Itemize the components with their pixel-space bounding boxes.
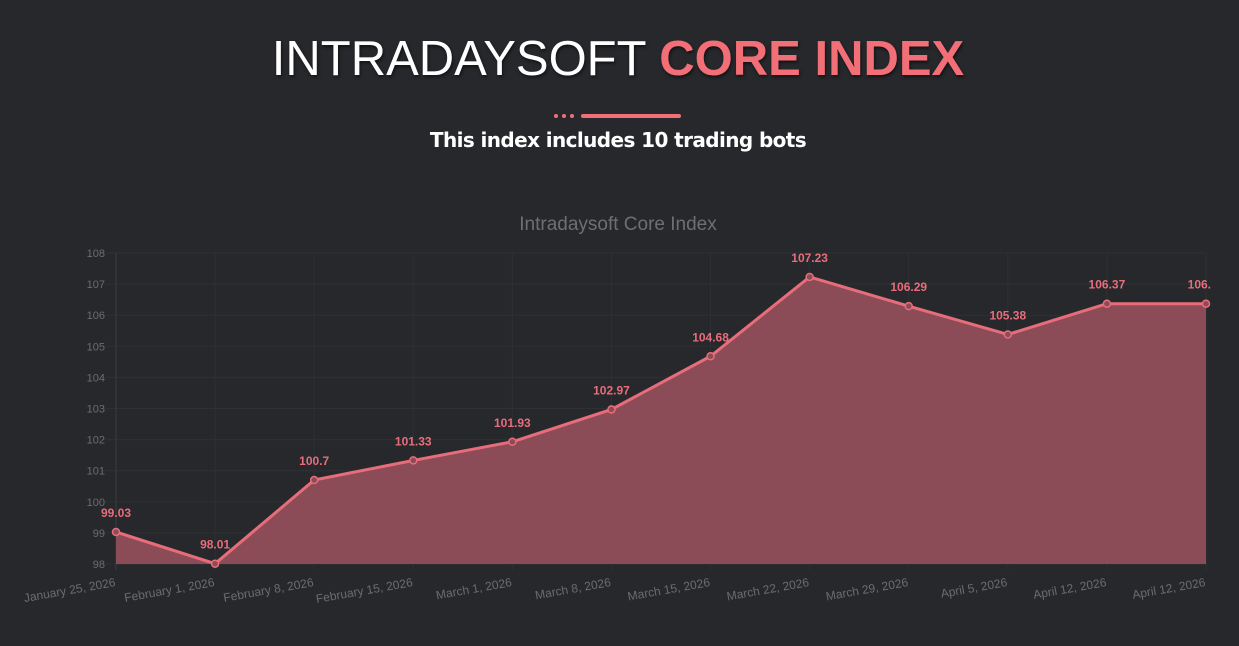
data-point [508,437,517,447]
x-tick-label: April 12, 2026 [1131,575,1207,602]
data-labels: 99.03 98.01 100.7 101.33 101.93 102.97 104.68 1… [101,251,1225,552]
y-tick-label: 106 [87,310,105,322]
title-accent: CORE INDEX [659,32,965,86]
y-tick-label: 108 [87,248,105,260]
data-point [409,456,418,465]
data-point [210,559,220,568]
data-label: 101.33 [395,434,432,448]
y-axis: 98 99 100 101 102 103 104 105 106 107 108 [87,248,105,571]
data-label: 106.29 [890,280,927,294]
x-tick-label: April 5, 2026 [940,575,1009,601]
x-tick-label: March 8, 2026 [534,575,612,602]
y-tick-label: 103 [87,404,105,416]
y-tick-label: 98 [93,559,105,571]
divider-bar [581,114,681,118]
x-tick-label: March 22, 2026 [726,575,811,603]
data-label: 107.23 [791,251,828,265]
data-label: 98.01 [200,538,230,552]
data-point [805,272,814,282]
data-point [1201,299,1211,308]
data-label: 106.37 [1089,278,1126,292]
title-main: INTRADAYSOFT [271,32,646,86]
divider-dot [554,114,558,118]
x-tick-label: April 12, 2026 [1032,575,1108,602]
data-label: 102.97 [593,383,630,397]
x-tick-label: March 29, 2026 [825,575,910,603]
page-title: INTRADAYSOFT CORE INDEX [0,28,1236,90]
data-point [706,352,715,361]
data-label: 104.68 [692,330,729,344]
page-subtitle: This index includes 10 trading bots [429,128,807,152]
x-tick-label: February 15, 2026 [315,575,414,606]
data-label: 99.03 [101,506,131,520]
y-tick-label: 101 [87,466,105,478]
divider-dot [562,114,566,118]
x-tick-label: March 15, 2026 [627,575,712,603]
data-label: 100.7 [299,454,329,468]
data-label: 105.38 [989,308,1026,322]
series-line [115,275,1206,566]
data-point [904,301,913,311]
data-point [1102,299,1112,308]
y-tick-label: 107 [87,279,105,291]
data-point [111,527,121,537]
plot-area [111,272,1211,568]
divider-dot [570,114,574,118]
x-tick-label: February 1, 2026 [123,575,216,605]
x-tick-label: February 8, 2026 [222,575,315,605]
index-chart: Intradaysoft Core Index 98 99 100 101 102 103… [23,214,1225,606]
y-tick-label: 99 [93,528,105,540]
x-tick-label: March 1, 2026 [435,575,513,602]
data-point [1003,330,1013,339]
y-tick-label: 102 [87,435,105,447]
x-axis: January 25, 2026 February 1, 2026 February… [23,575,1207,606]
y-tick-label: 105 [87,341,105,353]
data-point [309,475,319,485]
data-point [607,405,616,414]
y-tick-label: 104 [87,372,105,384]
data-label: 101.93 [494,416,531,430]
series-area [116,276,1206,564]
x-tick-label: January 25, 2026 [23,575,117,605]
y-tick-label: 100 [87,497,105,509]
data-label: 106.37 [1188,278,1225,292]
chart-title: Intradaysoft Core Index [519,214,717,235]
